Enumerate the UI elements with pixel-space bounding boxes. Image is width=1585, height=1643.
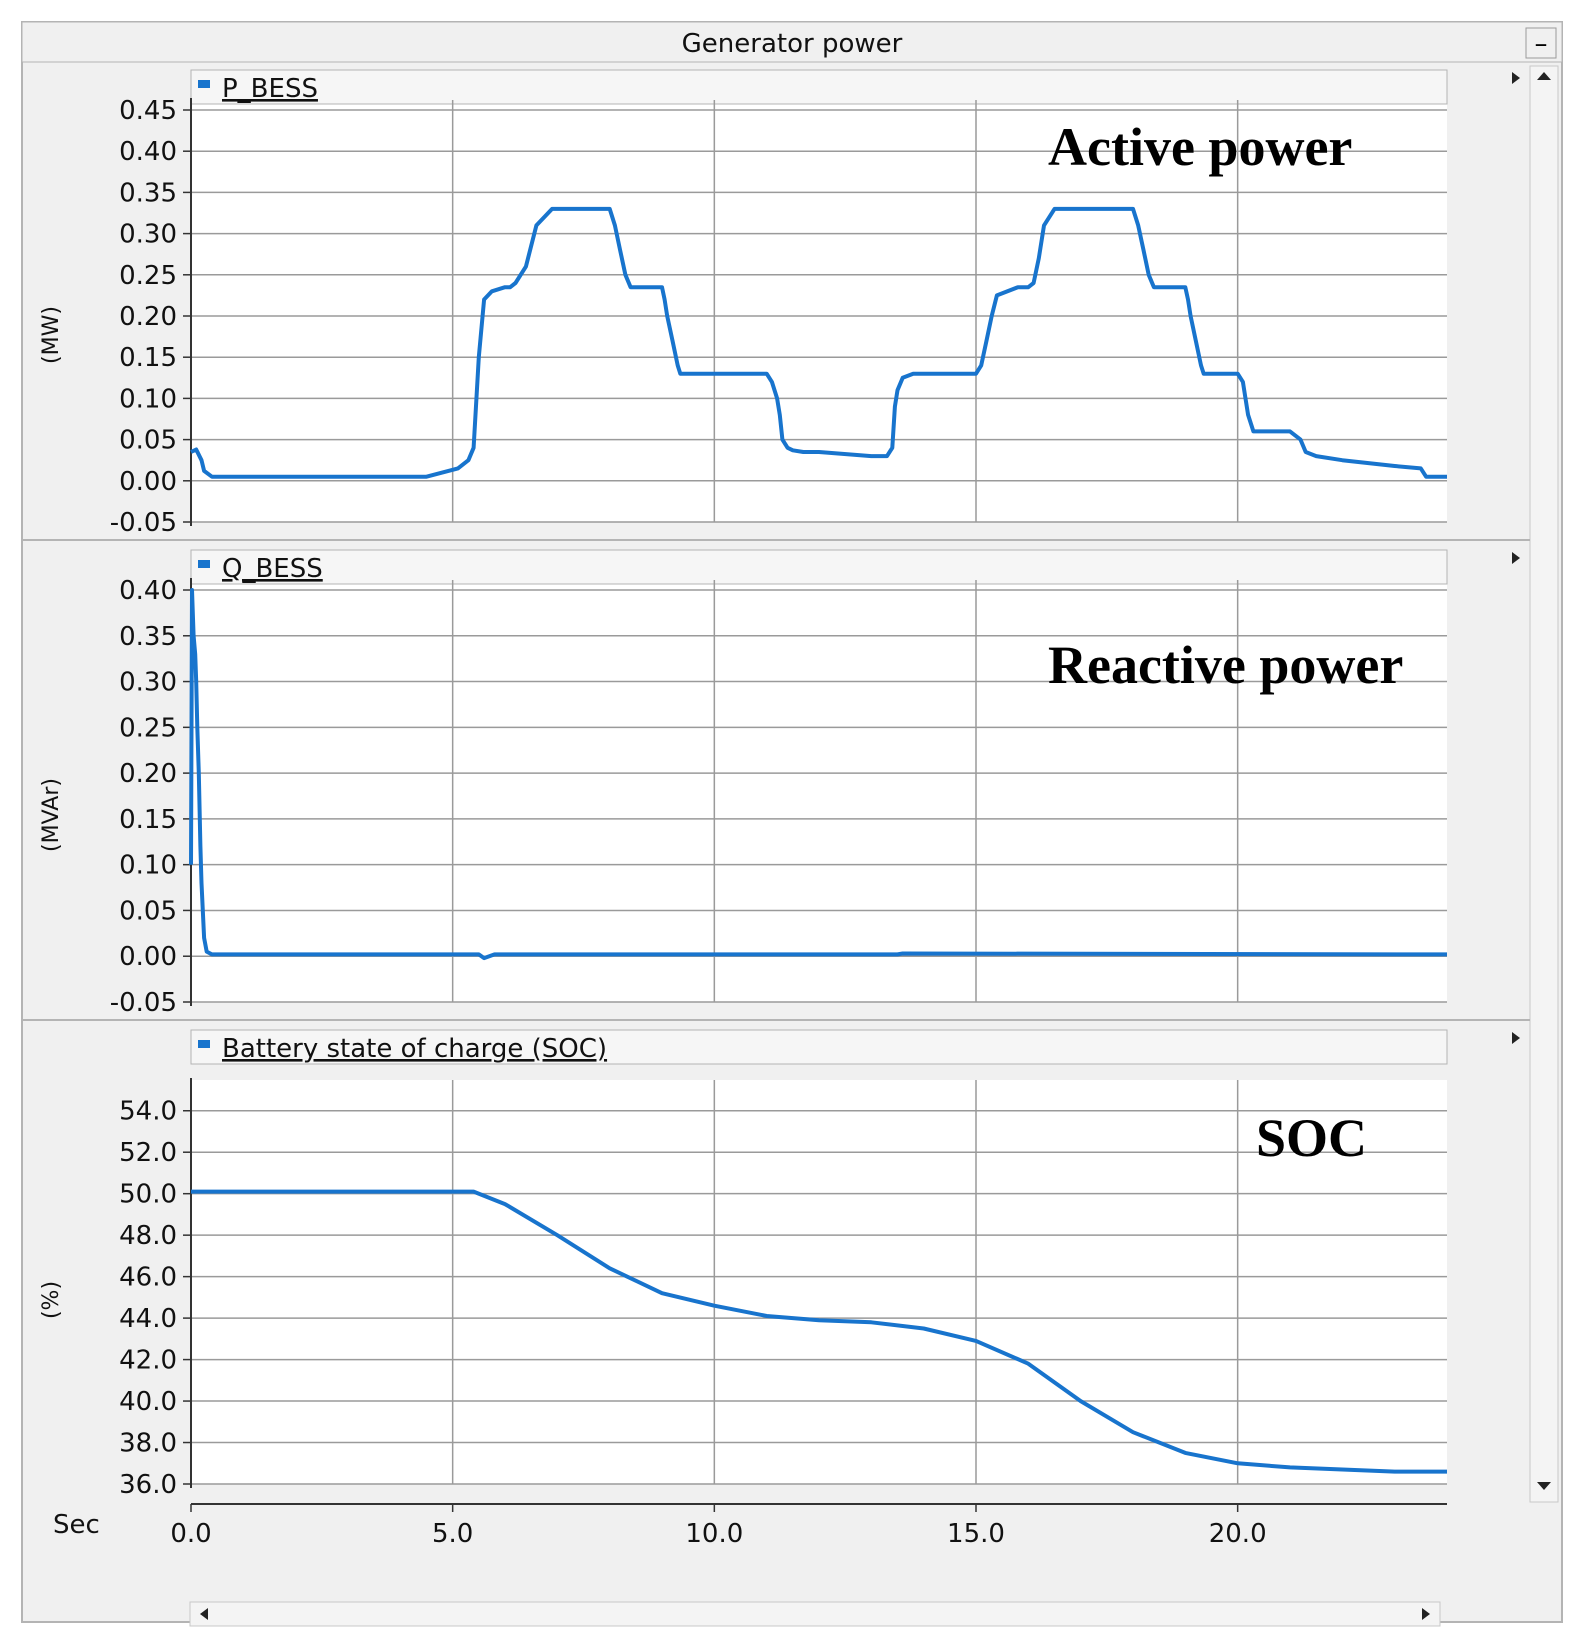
legend-swatch — [198, 1040, 210, 1048]
y-axis-label: (MVAr) — [39, 778, 64, 852]
series-line — [190, 206, 1447, 479]
title-bar — [21, 21, 1563, 63]
scroll-down-icon[interactable] — [1537, 1482, 1551, 1490]
panel-menu-icon[interactable] — [1512, 72, 1520, 84]
x-axis-label: Sec — [53, 1510, 100, 1540]
y-tick-label: 0.35 — [119, 178, 177, 208]
scroll-up-icon[interactable] — [1537, 72, 1551, 80]
panel-annotation: SOC — [1256, 1108, 1367, 1168]
y-tick-label: 42.0 — [119, 1346, 177, 1376]
y-tick-label: 0.05 — [119, 426, 177, 456]
y-tick-label: 0.15 — [119, 343, 177, 373]
y-tick-label: 0.25 — [119, 261, 177, 291]
y-tick-label: 44.0 — [119, 1304, 177, 1334]
horizontal-scrollbar[interactable] — [189, 1601, 1441, 1627]
vertical-scrollbar[interactable] — [1529, 65, 1559, 1503]
x-tick-label: 20.0 — [1209, 1519, 1267, 1549]
x-tick-label: 5.0 — [432, 1519, 473, 1549]
chart-panel-1: P_BESS -0.05 0.00 0.05 0.10 0.15 0.20 0.25 0.30 0… — [39, 69, 1448, 538]
y-tick-label: 50.0 — [119, 1180, 177, 1210]
scroll-left-icon[interactable] — [200, 1608, 208, 1620]
y-tick-label: 0.15 — [119, 805, 177, 835]
y-tick-label: 40.0 — [119, 1387, 177, 1417]
legend-entry[interactable]: Battery state of charge (SOC) — [222, 1034, 607, 1064]
scroll-right-icon[interactable] — [1422, 1608, 1430, 1620]
x-axis: Sec 0.0 5.0 10.0 15.0 20.0 — [53, 1503, 1447, 1549]
y-tick-label: 0.45 — [119, 96, 177, 126]
legend-bar — [190, 549, 1448, 585]
y-tick-label: -0.05 — [110, 508, 177, 538]
y-tick-label: -0.05 — [110, 988, 177, 1018]
x-tick-label: 0.0 — [170, 1519, 211, 1549]
x-tick-label: 10.0 — [685, 1519, 743, 1549]
series-line — [189, 588, 1448, 961]
y-tick-label: 54.0 — [119, 1097, 177, 1127]
panel-annotation: Active power — [1048, 117, 1352, 177]
panel-annotation: Reactive power — [1048, 635, 1403, 695]
y-tick-label: 0.20 — [119, 302, 177, 332]
y-axis-label: (%) — [39, 1281, 64, 1319]
y-tick-label: 0.40 — [119, 576, 177, 606]
y-tick-label: 0.20 — [119, 759, 177, 789]
panel-menu-icon[interactable] — [1512, 1032, 1520, 1044]
legend-swatch — [198, 560, 210, 568]
y-tick-label: 0.25 — [119, 713, 177, 743]
y-tick-label: 0.30 — [119, 668, 177, 698]
y-tick-label: 0.05 — [119, 896, 177, 926]
y-tick-label: 36.0 — [119, 1470, 177, 1500]
y-tick-label: 0.10 — [119, 851, 177, 881]
y-tick-label: 0.30 — [119, 220, 177, 250]
legend-swatch — [198, 80, 210, 88]
legend-entry[interactable]: P_BESS — [222, 74, 318, 104]
minimize-button[interactable]: – — [1525, 27, 1557, 59]
y-tick-label: 0.35 — [119, 622, 177, 652]
minimize-icon: – — [1535, 29, 1548, 59]
window-title: Generator power — [682, 29, 903, 59]
y-tick-label: 0.40 — [119, 137, 177, 167]
series-line — [191, 1189, 1447, 1474]
x-tick-label: 15.0 — [947, 1519, 1005, 1549]
legend-bar — [190, 69, 1448, 105]
y-tick-label: 52.0 — [119, 1138, 177, 1168]
legend-entry[interactable]: Q_BESS — [222, 554, 323, 584]
y-tick-label: 46.0 — [119, 1263, 177, 1293]
chart-panel-3: Battery state of charge (SOC) 36.0 38.0 40.… — [39, 1029, 1448, 1500]
y-tick-label: 0.00 — [119, 467, 177, 497]
panel-menu-icon[interactable] — [1512, 552, 1520, 564]
y-tick-label: 0.00 — [119, 942, 177, 972]
y-tick-label: 0.10 — [119, 384, 177, 414]
legend-bar — [190, 1029, 1448, 1065]
y-axis-label: (MW) — [39, 306, 64, 364]
y-tick-label: 38.0 — [119, 1429, 177, 1459]
chart-panel-2: Q_BESS -0.05 0.00 0.05 0.10 0.15 0.20 0.25 0.30 0… — [39, 549, 1448, 1018]
y-tick-label: 48.0 — [119, 1221, 177, 1251]
